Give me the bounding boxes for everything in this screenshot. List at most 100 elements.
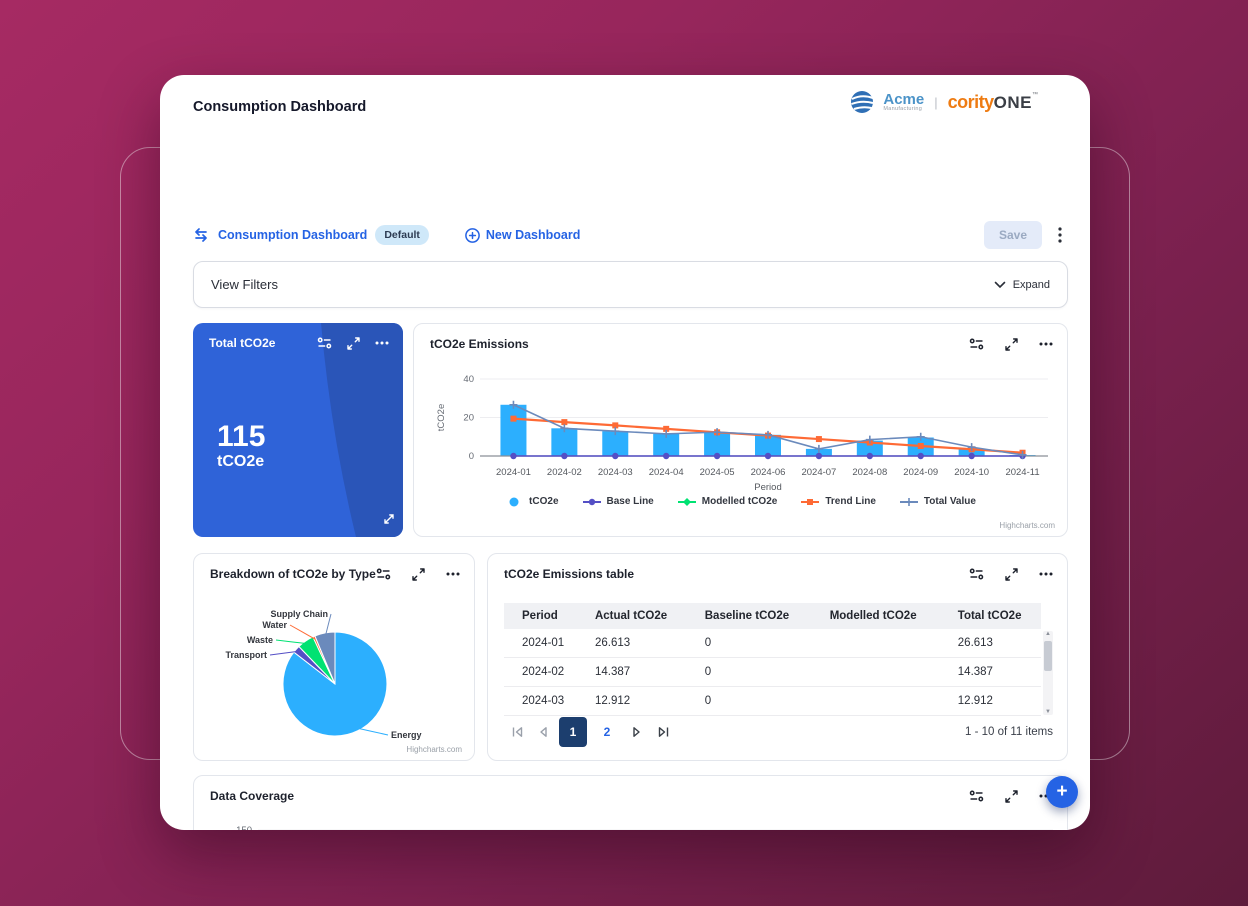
table-column-header[interactable]: Total tCO2e — [941, 603, 1041, 629]
legend-item[interactable]: Trend Line — [801, 496, 876, 507]
scroll-down-icon[interactable]: ▼ — [1045, 709, 1051, 715]
svg-text:2024-09: 2024-09 — [903, 467, 938, 478]
table-cell: 26.613 — [941, 629, 1041, 658]
svg-text:150: 150 — [236, 825, 252, 830]
table-column-header[interactable]: Period — [504, 603, 579, 629]
svg-text:Waste: Waste — [247, 635, 273, 645]
card-title: Breakdown of tCO2e by Type — [210, 567, 376, 581]
svg-text:2024-04: 2024-04 — [649, 467, 684, 478]
page-button-2[interactable]: 2 — [603, 725, 611, 739]
add-widget-fab[interactable]: + — [1046, 776, 1078, 808]
expand-label: Expand — [1012, 278, 1050, 291]
page-button-1[interactable]: 1 — [559, 717, 587, 747]
widget-menu-icon[interactable] — [1039, 572, 1053, 576]
view-filters-bar[interactable]: View Filters Expand — [193, 261, 1068, 308]
table-pagination: 1 2 1 - 10 of 11 items — [504, 716, 1053, 748]
widget-settings-icon[interactable] — [969, 568, 984, 580]
last-page-button[interactable] — [650, 719, 676, 745]
emissions-chart: 40 20 0 tCO2e 2024-01 2024-02 2024-03 2024-04 20… — [436, 374, 1048, 493]
svg-text:2024-08: 2024-08 — [852, 467, 887, 478]
svg-text:2024-02: 2024-02 — [547, 467, 582, 478]
card-title: Data Coverage — [210, 789, 295, 803]
legend-item[interactable]: Base Line — [582, 496, 654, 507]
kpi-unit: tCO2e — [217, 453, 265, 470]
legend-label: Total Value — [923, 496, 976, 507]
table-cell: 2024-02 — [504, 657, 579, 687]
data-coverage-card: Data Coverage 150 100 50 Values — [193, 775, 1068, 830]
breakdown-pie-card: Breakdown of tCO2e by Type Energy Transpo… — [193, 553, 475, 761]
svg-text:2024-01: 2024-01 — [496, 467, 531, 478]
kebab-menu-icon[interactable] — [1058, 227, 1062, 243]
acme-wordmark: Acme Manufacturing — [883, 90, 925, 112]
current-dashboard-link[interactable]: Consumption Dashboard — [218, 228, 368, 242]
expand-widget-icon[interactable] — [347, 336, 360, 350]
dashboard-panel: Consumption Dashboard Acme Manufacturing… — [160, 75, 1090, 830]
new-dashboard-button[interactable]: New Dashboard — [465, 227, 580, 243]
widget-settings-icon[interactable] — [376, 568, 391, 580]
widget-settings-icon[interactable] — [969, 338, 984, 350]
table-cell: 2024-01 — [504, 629, 579, 658]
total-tco2e-card: Total tCO2e 115 tCO2e — [193, 323, 403, 537]
expand-widget-icon[interactable] — [1005, 337, 1018, 351]
expand-widget-icon[interactable] — [1005, 567, 1018, 581]
card-title: tCO2e Emissions — [430, 337, 529, 351]
pagination-summary: 1 - 10 of 11 items — [965, 726, 1053, 738]
table-cell — [813, 657, 942, 687]
table-scrollbar[interactable]: ▲ ▼ — [1043, 631, 1053, 715]
svg-text:2024-11: 2024-11 — [1005, 467, 1039, 478]
expand-widget-icon[interactable] — [1005, 789, 1018, 803]
table-column-header[interactable]: Actual tCO2e — [578, 603, 689, 629]
plus-circle-icon — [465, 227, 480, 243]
table-cell: 2024-03 — [504, 686, 579, 716]
table-cell: 0 — [688, 686, 814, 716]
highcharts-credit: Highcharts.com — [406, 745, 462, 754]
page-title: Consumption Dashboard — [193, 99, 367, 115]
expand-widget-icon[interactable] — [412, 567, 425, 581]
svg-text:2024-03: 2024-03 — [598, 467, 633, 478]
brand-divider: | — [934, 94, 938, 110]
widget-settings-icon[interactable] — [317, 337, 332, 349]
svg-text:0: 0 — [469, 451, 474, 462]
emissions-table-card: tCO2e Emissions table Period Actual tCO2e… — [487, 553, 1068, 761]
legend-item[interactable]: Modelled tCO2e — [677, 496, 777, 507]
swap-dashboard-icon[interactable] — [193, 228, 209, 242]
legend-label: tCO2e — [529, 496, 559, 507]
card-arc-decoration — [321, 323, 403, 537]
widget-menu-icon[interactable] — [446, 572, 460, 576]
table-cell — [813, 629, 942, 658]
legend-item[interactable]: tCO2e — [505, 496, 559, 507]
legend-item[interactable]: Total Value — [899, 496, 976, 507]
expand-filters-button[interactable]: Expand — [994, 279, 1050, 291]
table-row[interactable]: 2024-01 26.613 0 26.613 — [504, 629, 1041, 658]
svg-text:Water: Water — [262, 620, 287, 630]
table-cell — [813, 686, 942, 716]
widget-settings-icon[interactable] — [969, 790, 984, 802]
save-button[interactable]: Save — [983, 221, 1042, 249]
table-cell: 14.387 — [578, 657, 689, 687]
scrollbar-thumb[interactable] — [1044, 641, 1052, 671]
widget-menu-icon[interactable] — [375, 341, 389, 345]
legend-label: Trend Line — [825, 496, 876, 507]
svg-text:Transport: Transport — [225, 650, 267, 660]
svg-text:Supply Chain: Supply Chain — [270, 609, 328, 619]
highcharts-credit: Highcharts.com — [999, 521, 1055, 530]
table-column-header[interactable]: Modelled tCO2e — [813, 603, 942, 629]
resize-handle-icon[interactable] — [383, 512, 395, 530]
widget-menu-icon[interactable] — [1039, 342, 1053, 346]
table-row[interactable]: 2024-03 12.912 0 12.912 — [504, 686, 1041, 716]
emissions-chart-card: tCO2e Emissions 40 20 0 tCO2e 2024-01 2024-02… — [413, 323, 1068, 537]
chevron-down-icon — [994, 281, 1006, 289]
scroll-up-icon[interactable]: ▲ — [1045, 631, 1051, 637]
card-title: tCO2e Emissions table — [504, 567, 635, 581]
table-row[interactable]: 2024-02 14.387 0 14.387 — [504, 657, 1041, 687]
previous-page-button[interactable] — [530, 719, 556, 745]
svg-text:Energy: Energy — [391, 730, 422, 740]
acme-logo-icon — [849, 89, 875, 115]
table-column-header[interactable]: Baseline tCO2e — [688, 603, 814, 629]
chart-legend: tCO2e Base Line Modelled tCO2e Trend Line To… — [414, 496, 1067, 507]
emissions-table: Period Actual tCO2e Baseline tCO2e Modelled… — [504, 603, 1041, 716]
first-page-button[interactable] — [504, 719, 530, 745]
svg-text:2024-05: 2024-05 — [700, 467, 735, 478]
next-page-button[interactable] — [624, 719, 650, 745]
